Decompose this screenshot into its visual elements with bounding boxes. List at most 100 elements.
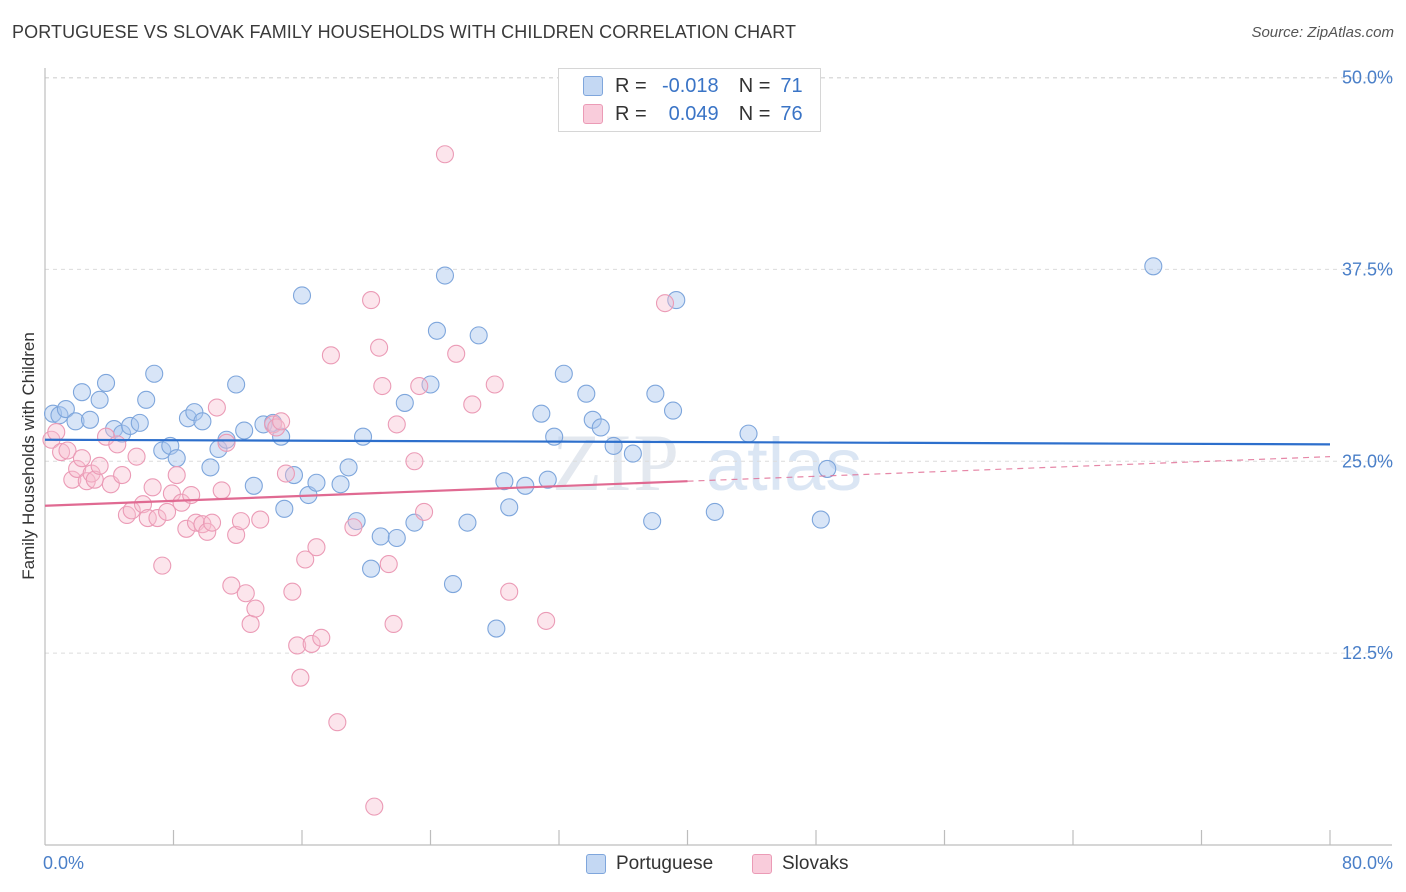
portuguese-point — [623, 444, 642, 463]
slovaks-point — [133, 495, 153, 514]
slovaks-point — [362, 291, 381, 310]
portuguese-point — [227, 375, 246, 394]
watermark-zip: ZIP — [552, 417, 681, 508]
portuguese-point — [371, 527, 390, 546]
slovaks-point — [167, 466, 186, 485]
portuguese-point — [500, 498, 519, 517]
y-tick-label: 12.5% — [1342, 643, 1393, 663]
slovaks-point — [485, 375, 504, 394]
bottom-legend-portuguese: Portuguese — [586, 852, 713, 876]
portuguese-point — [643, 512, 662, 531]
slovaks-point — [236, 584, 255, 603]
slovaks-point — [246, 599, 265, 618]
legend-r-label: R = — [615, 102, 647, 125]
y-tick-label: 50.0% — [1342, 68, 1393, 88]
portuguese-point — [495, 472, 514, 491]
slovaks-point — [90, 456, 109, 475]
trend-line-portuguese — [44, 438, 1331, 446]
gridlines — [45, 77, 1392, 654]
portuguese-point — [201, 458, 220, 477]
slovaks-point — [321, 346, 340, 365]
chart-title: PORTUGUESE VS SLOVAK FAMILY HOUSEHOLDS W… — [12, 22, 797, 42]
portuguese-point — [487, 619, 506, 638]
slovaks-point — [435, 145, 455, 164]
slovaks-point — [227, 525, 246, 544]
slovaks-point — [143, 478, 162, 497]
legend-n-label: N = — [738, 102, 771, 125]
slovaks-point — [251, 510, 270, 529]
slovaks-point — [379, 555, 398, 574]
slovaks-point — [288, 636, 307, 655]
portuguese-point — [1144, 257, 1163, 276]
slovaks-point — [276, 464, 295, 483]
series-portuguese-points — [43, 257, 1163, 638]
portuguese-point — [145, 364, 164, 383]
axis-labels: 12.5% 25.0% 37.5% 50.0% 0.0% 80.0% Family Hous… — [19, 68, 1393, 874]
slovaks-point — [148, 508, 167, 528]
slovaks-point — [312, 628, 331, 647]
slovaks-point — [296, 550, 315, 569]
legend-r-value-portuguese: -0.018 — [661, 74, 719, 97]
slovaks-point — [172, 493, 191, 512]
watermark: ZIP atlas — [552, 417, 862, 508]
slovaks-point — [447, 344, 466, 363]
slovaks-point — [463, 395, 482, 414]
slovaks-point — [267, 418, 286, 437]
legend-n-label: N = — [738, 74, 771, 97]
slovaks-point — [537, 611, 556, 630]
portuguese-point — [818, 459, 837, 478]
slovaks-point — [302, 634, 321, 653]
bottom-legend-label-portuguese: Portuguese — [616, 853, 714, 874]
portuguese-point — [72, 383, 91, 402]
slovaks-point — [410, 376, 429, 396]
portuguese-point — [339, 458, 358, 477]
portuguese-point — [532, 404, 551, 423]
portuguese-point — [421, 375, 440, 394]
slovaks-point — [58, 441, 77, 460]
watermark-atlas: atlas — [706, 423, 862, 506]
portuguese-point — [130, 413, 149, 432]
slovaks-point — [158, 502, 177, 521]
slovaks-point — [415, 502, 434, 521]
portuguese-point — [739, 424, 758, 443]
portuguese-point — [244, 476, 263, 495]
portuguese-point — [554, 364, 573, 383]
portuguese-point — [167, 449, 186, 468]
portuguese-point — [121, 416, 140, 435]
slovaks-point — [113, 466, 132, 485]
slovaks-point — [52, 442, 71, 462]
slovaks-point — [307, 538, 326, 557]
legend-row-portuguese: R = -0.018 N = 71 — [583, 73, 803, 99]
slovaks-point — [384, 614, 403, 634]
portuguese-point — [353, 427, 373, 446]
portuguese-point — [516, 476, 535, 495]
portuguese-point — [66, 412, 85, 431]
portuguese-point — [137, 390, 156, 409]
portuguese-point — [469, 326, 488, 345]
portuguese-point — [604, 436, 623, 455]
trend-line-slovaks — [44, 480, 688, 507]
slovaks-point — [370, 338, 389, 357]
correlation-legend: R = -0.018 N = 71 R = 0.049 N = 76 — [558, 68, 821, 132]
slovaks-point — [231, 512, 251, 531]
portuguese-point — [387, 528, 406, 548]
trend-lines — [44, 438, 1331, 507]
portuguese-point — [705, 502, 724, 521]
slovaks-point — [212, 481, 231, 500]
portuguese-point — [427, 321, 446, 340]
slovaks-point — [373, 376, 392, 396]
slovaks-point — [405, 452, 424, 471]
legend-r-label: R = — [615, 74, 647, 97]
slovaks-point — [283, 582, 302, 601]
legend-row-slovaks: R = 0.049 N = 76 — [583, 101, 803, 127]
portuguese-point — [458, 513, 477, 532]
slovaks-point — [387, 415, 406, 434]
slovaks-point — [198, 522, 217, 541]
x-tick-label-min: 0.0% — [43, 853, 84, 873]
bottom-legend-label-slovaks: Slovaks — [782, 853, 849, 874]
slovaks-point — [222, 576, 241, 595]
series-slovaks-points — [42, 145, 675, 816]
trend-line-slovaks-projection — [687, 456, 1331, 482]
slovaks-point — [153, 556, 172, 575]
portuguese-point — [538, 470, 557, 489]
